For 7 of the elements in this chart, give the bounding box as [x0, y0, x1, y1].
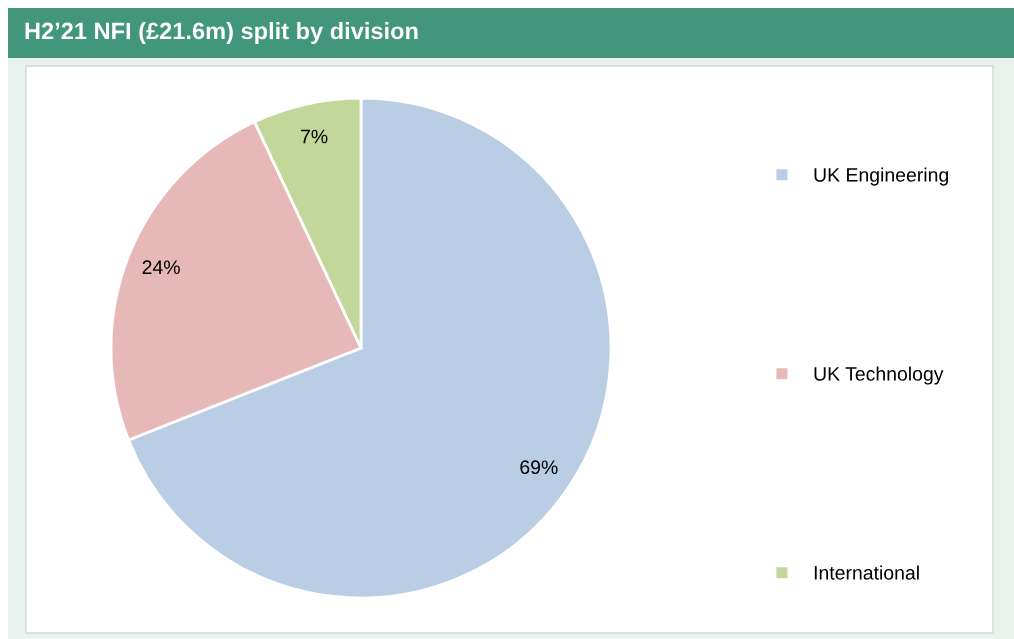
legend-label: International [814, 565, 919, 580]
legend-label: UK Technology [814, 366, 944, 385]
data-label: 24% [142, 260, 180, 274]
legend-label: UK Engineering [814, 167, 948, 186]
data-label: 7% [301, 129, 328, 144]
chart-title: H2’21 NFI (£21.6m) split by division [25, 22, 418, 45]
data-label: 69% [520, 460, 558, 475]
